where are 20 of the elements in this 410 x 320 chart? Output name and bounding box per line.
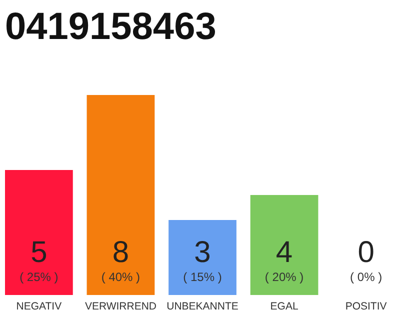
bar [5,170,73,295]
x-tick-label: VERWIRREND [84,300,157,312]
annotation: ( 0% ) [350,270,382,284]
chart-title: 0419158463 [5,6,216,48]
data-label: 5 [30,236,48,269]
data-label: 4 [276,236,293,269]
x-tick-label: NEGATIV [16,300,62,312]
x-tick-label: POSITIV [345,300,387,312]
annotation: ( 15% ) [183,270,222,284]
x-tick-label: UNBEKANNTE [166,300,238,312]
annotation: ( 25% ) [20,270,58,284]
data-label: 0 [358,236,374,269]
data-label: 8 [112,236,130,269]
annotation: ( 40% ) [101,270,140,284]
bar [250,195,318,295]
x-tick-label: EGAL [270,300,298,312]
bar [168,220,236,295]
annotation: ( 20% ) [264,270,304,284]
data-label: 3 [194,236,211,269]
bar [86,95,155,295]
